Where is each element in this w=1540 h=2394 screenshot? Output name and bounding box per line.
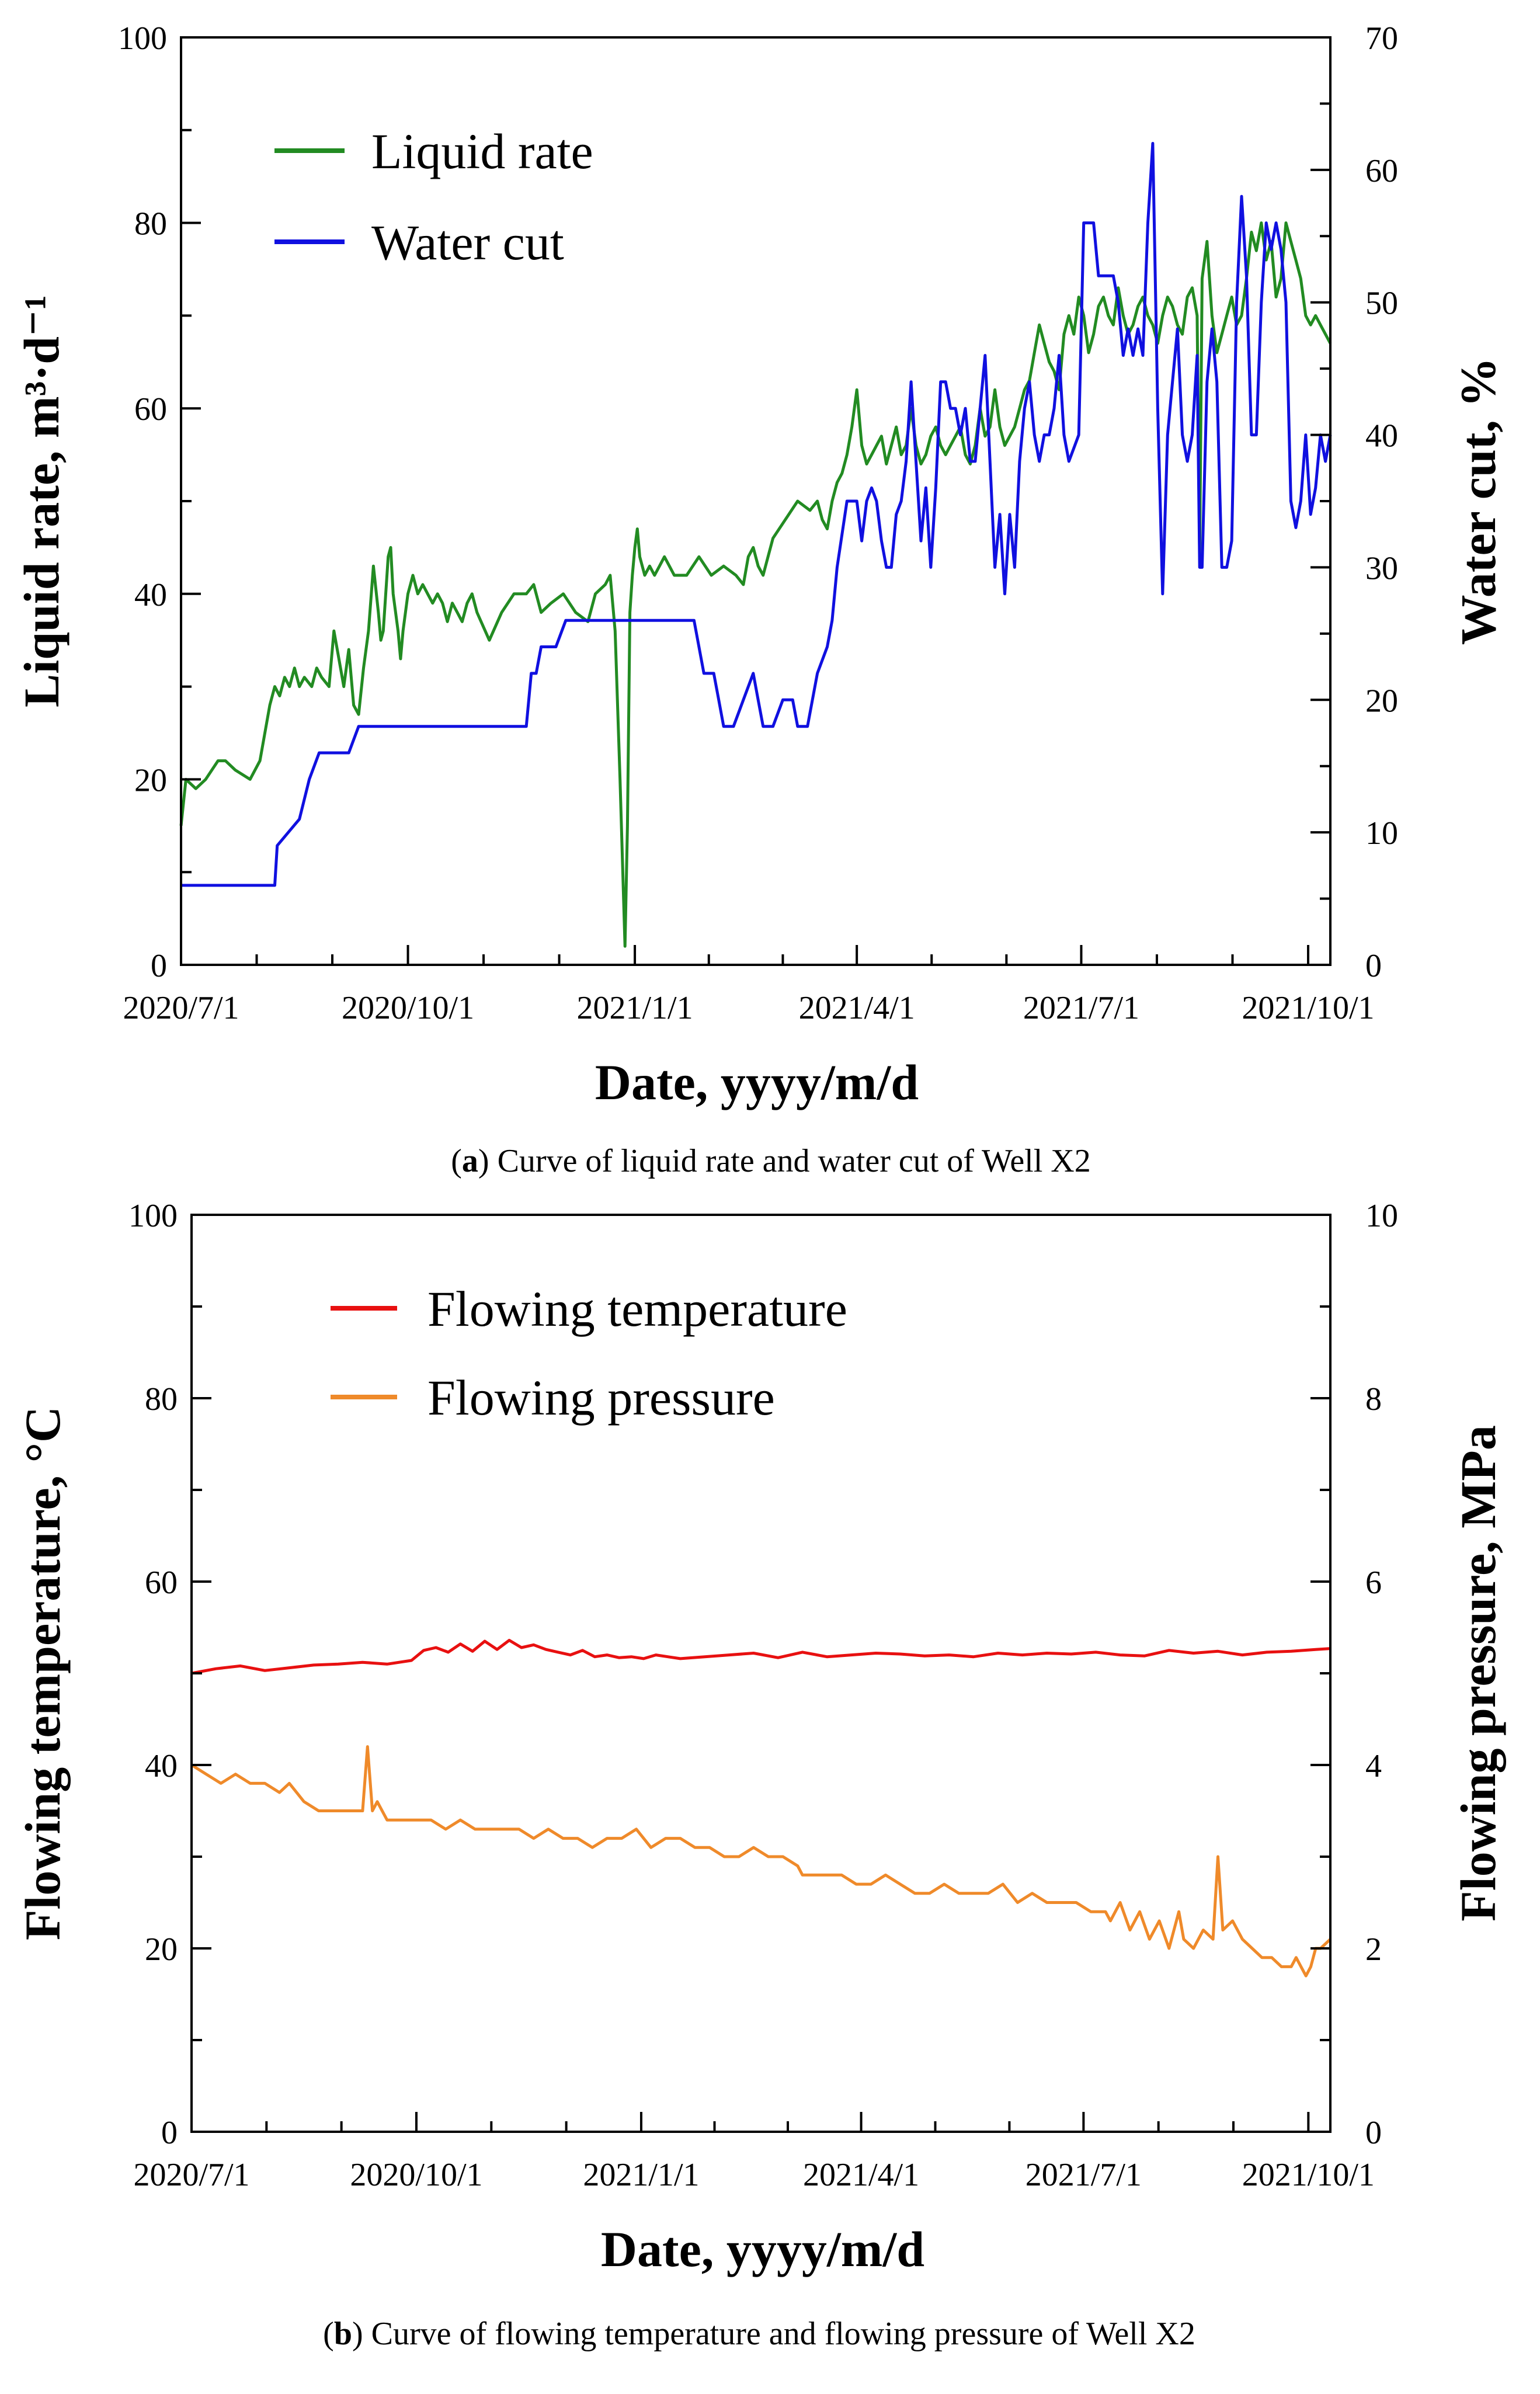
chart-b-y-left-tick-label: 40 bbox=[145, 1748, 178, 1784]
chart-a-y-right-tick-label: 60 bbox=[1365, 153, 1398, 189]
chart-b-y-right-tick-label: 6 bbox=[1365, 1565, 1382, 1601]
chart-a: 2020/7/1 2020/10/1 2021/1/1 2021/4/1 2021/7/… bbox=[13, 20, 1506, 1179]
chart-b-y-right-tick-label: 0 bbox=[1365, 2115, 1382, 2151]
chart-a-caption-text: Curve of liquid rate and water cut of We… bbox=[498, 1143, 1091, 1179]
chart-b-y-left-tick-label: 20 bbox=[145, 1931, 178, 1968]
chart-b-y-left-tick-label: 60 bbox=[145, 1565, 178, 1601]
chart-a-y-left-tick-label: 100 bbox=[118, 20, 167, 57]
chart-b-x-tick-label: 2021/10/1 bbox=[1242, 2157, 1375, 2193]
chart-a-y-left-title: Liquid rate, m³·d⁻¹ bbox=[13, 295, 69, 707]
chart-a-legend: Liquid rate Water cut bbox=[274, 123, 593, 270]
chart-a-y-right-tick-label: 0 bbox=[1365, 948, 1382, 984]
chart-a-y-left-tick-label: 60 bbox=[134, 391, 167, 428]
chart-b-ticks bbox=[190, 1214, 1330, 2133]
chart-b-y-left-tick-label: 0 bbox=[161, 2115, 178, 2151]
chart-b-x-tick-label: 2021/7/1 bbox=[1025, 2157, 1142, 2193]
chart-b-y-right-tick-label: 8 bbox=[1365, 1381, 1382, 1417]
chart-b-y-left-title: Flowing temperature, °C bbox=[15, 1406, 71, 1940]
chart-a-y-right-title: Water cut, % bbox=[1450, 357, 1506, 645]
chart-b-y-right-tick-label: 10 bbox=[1365, 1198, 1398, 1234]
chart-b-legend: Flowing temperature Flowing pressure bbox=[331, 1281, 847, 1426]
chart-a-caption-label: a bbox=[462, 1143, 478, 1179]
chart-b-y-left-tick-label: 80 bbox=[145, 1381, 178, 1417]
chart-a-y-right-tick-label: 20 bbox=[1365, 683, 1398, 719]
chart-a-series bbox=[179, 142, 1332, 948]
chart-a-series-liquid-rate bbox=[179, 221, 1332, 948]
chart-b-legend-label-flowing-temperature: Flowing temperature bbox=[427, 1281, 847, 1337]
chart-a-plot-frame bbox=[180, 36, 1332, 966]
chart-b-y-right-tick-label: 2 bbox=[1365, 1931, 1382, 1968]
chart-b-x-tick-label: 2021/4/1 bbox=[803, 2157, 919, 2193]
chart-b-x-tick-label: 2020/10/1 bbox=[350, 2157, 482, 2193]
chart-b-legend-label-flowing-pressure: Flowing pressure bbox=[427, 1370, 775, 1426]
chart-a-legend-label-water-cut: Water cut bbox=[371, 214, 564, 270]
chart-a-x-tick-label: 2021/10/1 bbox=[1242, 990, 1374, 1026]
chart-a-x-tick-label: 2020/7/1 bbox=[123, 990, 239, 1026]
chart-a-y-right-tick-label: 50 bbox=[1365, 286, 1398, 322]
chart-b-x-tick-label: 2020/7/1 bbox=[133, 2157, 249, 2193]
chart-b-y-right-title: Flowing pressure, MPa bbox=[1450, 1425, 1506, 1922]
chart-a-y-right-tick-label: 40 bbox=[1365, 418, 1398, 454]
chart-a-x-title: Date, yyyy/m/d bbox=[595, 1054, 919, 1110]
chart-a-y-left-tick-label: 0 bbox=[151, 948, 167, 984]
chart-b-y-left-tick-label: 100 bbox=[128, 1198, 178, 1234]
chart-a-x-tick-label: 2021/7/1 bbox=[1023, 990, 1139, 1026]
chart-a-y-right-tick-label: 30 bbox=[1365, 550, 1398, 586]
chart-b-x-tick-label: 2021/1/1 bbox=[583, 2157, 699, 2193]
chart-a-tick-labels: 2020/7/1 2020/10/1 2021/1/1 2021/4/1 2021/7/… bbox=[118, 20, 1398, 1026]
chart-b-series-flowing-pressure bbox=[190, 1745, 1332, 1978]
chart-a-x-tick-label: 2021/4/1 bbox=[799, 990, 915, 1026]
chart-a-y-left-tick-label: 80 bbox=[134, 206, 167, 242]
chart-b-caption: (b) Curve of flowing temperature and flo… bbox=[323, 2316, 1195, 2352]
chart-a-series-water-cut bbox=[181, 142, 1332, 887]
chart-a-legend-label-liquid-rate: Liquid rate bbox=[371, 123, 593, 179]
chart-a-y-right-tick-label: 70 bbox=[1365, 20, 1398, 57]
chart-b-series bbox=[190, 1639, 1332, 1978]
chart-b-x-title: Date, yyyy/m/d bbox=[601, 2221, 924, 2277]
chart-a-x-tick-label: 2020/10/1 bbox=[342, 990, 474, 1026]
chart-b-caption-text: Curve of flowing temperature and flowing… bbox=[371, 2316, 1195, 2352]
chart-a-y-left-tick-label: 20 bbox=[134, 762, 167, 798]
chart-b-caption-label: b bbox=[334, 2316, 352, 2352]
chart-b: 2020/7/1 2020/10/1 2021/1/1 2021/4/1 2021/7/… bbox=[15, 1198, 1506, 2352]
chart-b-plot-frame bbox=[190, 1214, 1332, 2133]
chart-a-caption: (a) Curve of liquid rate and water cut o… bbox=[451, 1143, 1090, 1179]
chart-b-y-right-tick-label: 4 bbox=[1365, 1748, 1382, 1784]
chart-b-series-flowing-temperature bbox=[191, 1639, 1331, 1675]
chart-a-ticks bbox=[180, 36, 1330, 966]
chart-a-x-tick-label: 2021/1/1 bbox=[577, 990, 693, 1026]
chart-a-y-right-tick-label: 10 bbox=[1365, 815, 1398, 852]
chart-b-tick-labels: 2020/7/1 2020/10/1 2021/1/1 2021/4/1 2021/7/… bbox=[128, 1198, 1398, 2193]
chart-a-y-left-tick-label: 40 bbox=[134, 577, 167, 613]
